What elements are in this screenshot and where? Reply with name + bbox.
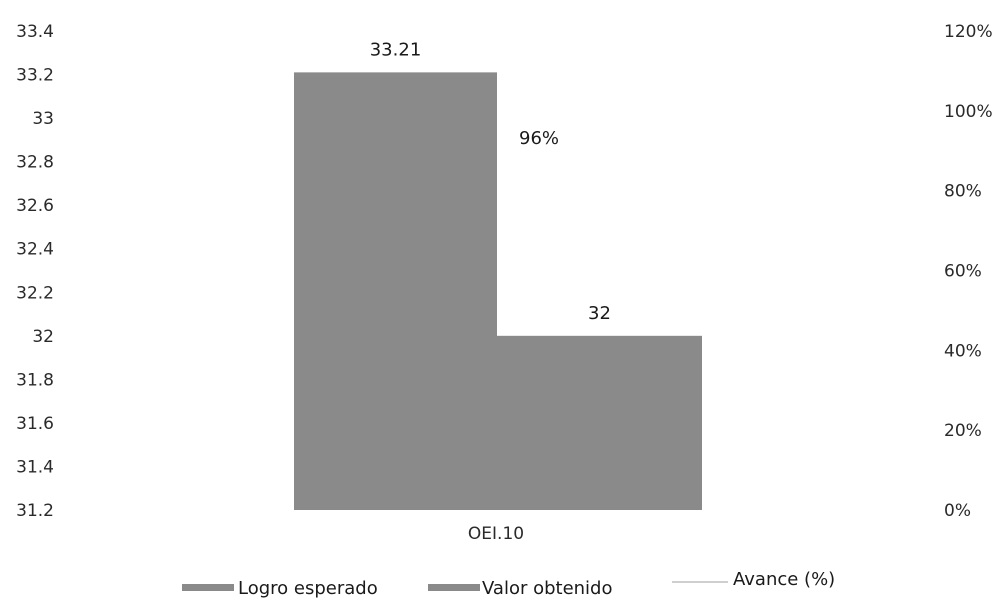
data-labels: 33.21 32 96% [370,39,611,323]
left-tick-label: 33.4 [16,22,54,42]
category-label: OEI.10 [468,524,524,544]
left-tick-label: 33.2 [16,66,54,86]
left-tick-label: 32.4 [16,240,54,260]
legend-swatch [182,584,234,591]
left-tick-label: 31.2 [16,501,54,521]
legend-label: Valor obtenido [482,578,613,599]
legend-swatch [428,584,480,591]
right-tick-label: 100% [944,102,993,122]
legend: Logro esperado Valor obtenido Avance (%) [182,569,835,599]
right-y-axis: 120% 100% 80% 60% 40% 20% 0% [944,22,993,521]
left-y-axis: 33.4 33.2 33 32.8 32.6 32.4 32.2 32 31.8 31.6 31.4… [16,22,54,521]
left-tick-label: 32.8 [16,153,54,173]
legend-item: Avance (%) [672,569,835,590]
left-tick-label: 32.2 [16,283,54,303]
left-tick-label: 31.8 [16,370,54,390]
right-tick-label: 0% [944,501,971,521]
bar-valor-obtenido [497,335,702,510]
left-tick-label: 32.6 [16,196,54,216]
right-tick-label: 20% [944,421,982,441]
bar-data-label: 32 [588,303,611,324]
bar-data-label: 33.21 [370,39,422,60]
right-tick-label: 120% [944,22,993,42]
legend-label: Logro esperado [238,578,378,599]
left-tick-label: 32 [32,327,54,347]
left-tick-label: 31.6 [16,414,54,434]
right-tick-label: 40% [944,341,982,361]
bar-logro-esperado [294,72,497,511]
legend-item: Valor obtenido [428,578,613,599]
legend-item: Logro esperado [182,578,378,599]
left-tick-label: 33 [32,109,54,129]
category-axis: OEI.10 [468,524,524,544]
right-tick-label: 80% [944,182,982,202]
avance-data-label: 96% [519,128,559,149]
bars [294,72,702,511]
left-tick-label: 31.4 [16,457,54,477]
legend-label: Avance (%) [733,569,835,590]
right-tick-label: 60% [944,262,982,282]
